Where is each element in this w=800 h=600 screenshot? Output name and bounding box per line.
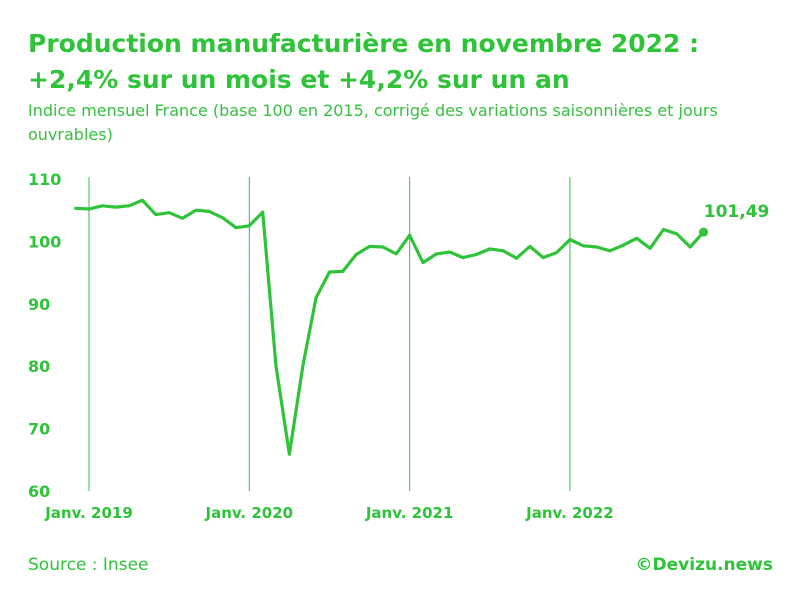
last-value-label: 101,49 bbox=[704, 202, 770, 222]
x-tick-label: Janv. 2020 bbox=[205, 504, 294, 522]
last-data-point bbox=[699, 227, 709, 237]
y-tick-label: 110 bbox=[28, 170, 61, 189]
x-tick-label: Janv. 2021 bbox=[365, 504, 454, 522]
x-tick-label: Janv. 2022 bbox=[525, 504, 614, 522]
y-tick-label: 90 bbox=[28, 295, 50, 314]
y-tick-label: 80 bbox=[28, 357, 50, 376]
chart-subtitle: Indice mensuel France (base 100 en 2015,… bbox=[28, 101, 718, 144]
source-label: Source : Insee bbox=[28, 555, 149, 575]
series-line bbox=[73, 198, 706, 456]
brand-label: ©Devizu.news bbox=[635, 555, 773, 575]
y-tick-label: 60 bbox=[28, 482, 50, 501]
y-tick-label: 70 bbox=[28, 420, 50, 439]
x-tick-label: Janv. 2019 bbox=[44, 504, 133, 522]
chart-title: Production manufacturière en novembre 20… bbox=[28, 29, 700, 94]
y-tick-label: 100 bbox=[28, 232, 61, 251]
